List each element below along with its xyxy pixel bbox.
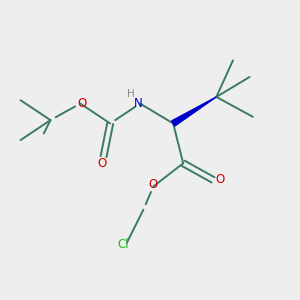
- Text: O: O: [97, 158, 106, 170]
- Text: O: O: [216, 173, 225, 186]
- Text: O: O: [149, 178, 158, 191]
- Text: Cl: Cl: [118, 238, 129, 251]
- Text: H: H: [127, 89, 135, 99]
- Text: O: O: [77, 97, 87, 110]
- Text: N: N: [134, 97, 143, 110]
- Polygon shape: [172, 97, 216, 126]
